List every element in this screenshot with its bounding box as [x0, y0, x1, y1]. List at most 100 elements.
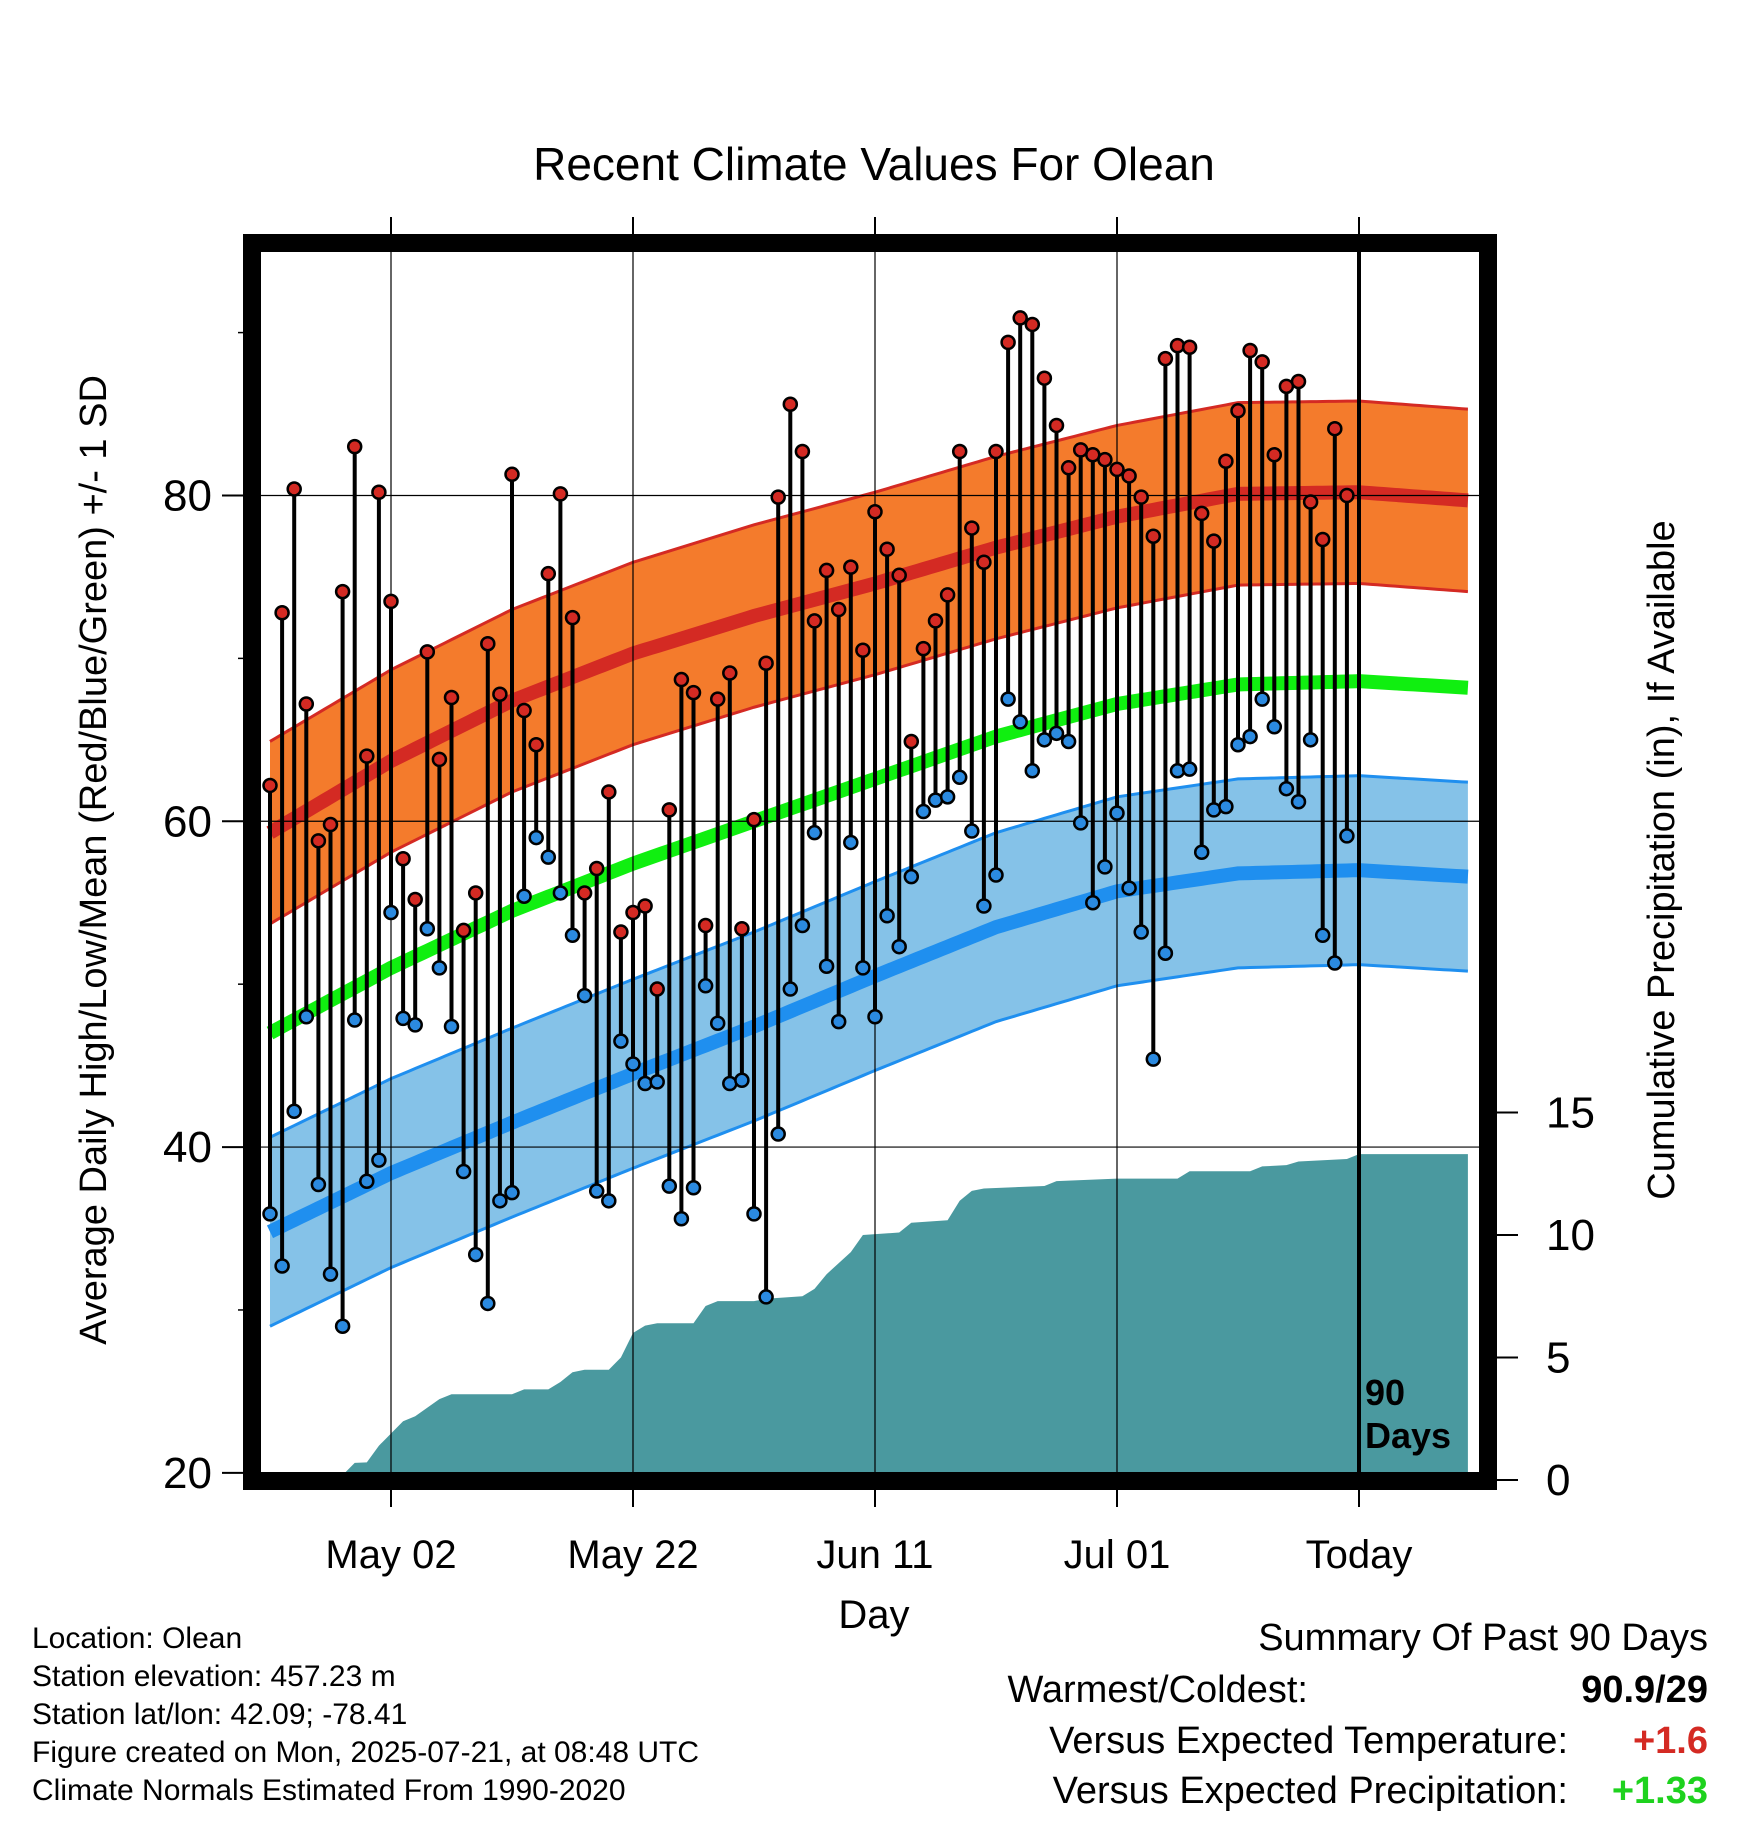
- precipitation-area: [270, 1154, 1468, 1480]
- normal-high-band-upper-edge: [269, 399, 1469, 743]
- daily-high-point: [770, 489, 786, 505]
- daily-high-point: [697, 917, 714, 934]
- daily-low-point: [758, 1289, 774, 1305]
- daily-low-point: [879, 908, 895, 924]
- daily-high-point: [1218, 453, 1234, 470]
- daily-low-point: [855, 960, 871, 976]
- daily-low-point: [867, 1009, 883, 1025]
- daily-high-point: [601, 784, 617, 800]
- daily-low-point: [1218, 798, 1234, 815]
- daily-low-point: [1242, 728, 1258, 745]
- daily-high-point: [1036, 370, 1053, 386]
- daily-high-point: [371, 484, 387, 500]
- daily-low-point: [431, 960, 448, 976]
- daily-high-point: [746, 811, 762, 828]
- daily-high-point: [480, 635, 496, 652]
- daily-low-point: [1157, 945, 1174, 961]
- info-normals: Climate Normals Estimated From 1990-2020: [32, 1774, 626, 1807]
- warmest-coldest-label: Warmest/Coldest:: [1007, 1669, 1308, 1711]
- daily-high-point: [1133, 489, 1149, 505]
- daily-low-point: [1121, 880, 1137, 896]
- daily-low-point: [467, 1246, 484, 1263]
- daily-low-point: [1339, 828, 1355, 844]
- daily-high-point: [298, 696, 315, 712]
- daily-high-point: [734, 921, 750, 937]
- daily-low-point: [286, 1103, 302, 1119]
- daily-low-point: [419, 921, 436, 937]
- daily-high-point: [1242, 342, 1258, 359]
- daily-low-point: [1314, 927, 1331, 944]
- daily-high-point: [346, 438, 363, 455]
- daily-low-point: [770, 1126, 786, 1142]
- daily-high-point: [419, 644, 436, 660]
- daily-high-point: [1302, 494, 1319, 510]
- normal-high-band: [270, 401, 1468, 924]
- daily-low-point: [1230, 736, 1246, 753]
- daily-high-point: [1060, 460, 1077, 476]
- daily-high-point: [504, 466, 520, 483]
- daily-high-point: [322, 816, 339, 833]
- daily-low-point: [383, 904, 399, 921]
- daily-high-point: [1012, 310, 1028, 326]
- daily-low-point: [697, 978, 714, 994]
- daily-high-point: [976, 554, 992, 571]
- daily-low-point: [818, 958, 835, 975]
- daily-high-point: [794, 443, 811, 460]
- daily-high-point: [407, 891, 423, 908]
- daily-low-point: [1278, 780, 1295, 797]
- daily-low-point: [274, 1258, 290, 1274]
- daily-high-point: [939, 587, 956, 603]
- daily-high-point: [576, 885, 593, 901]
- daily-high-point: [516, 702, 532, 719]
- daily-high-point: [661, 802, 678, 818]
- daily-high-point: [552, 486, 569, 502]
- y2-tick-label-5: 5: [1546, 1334, 1570, 1383]
- daily-low-point: [492, 1193, 508, 1209]
- daily-low-point: [1290, 793, 1307, 810]
- daily-high-point: [274, 605, 290, 621]
- daily-low-point: [709, 1015, 726, 1032]
- daily-high-point: [722, 665, 738, 681]
- daily-high-point: [964, 520, 980, 536]
- daily-high-point: [903, 733, 920, 750]
- daily-high-point: [359, 748, 375, 764]
- daily-high-point: [492, 686, 508, 702]
- daily-low-point: [322, 1266, 339, 1282]
- daily-high-point: [1109, 461, 1125, 478]
- daily-low-point: [407, 1017, 423, 1033]
- daily-low-point: [794, 917, 811, 934]
- daily-low-point: [988, 867, 1004, 883]
- info-created: Figure created on Mon, 2025-07-21, at 08…: [32, 1736, 700, 1769]
- daily-low-point: [939, 789, 956, 805]
- x-tick-label-0: May 02: [325, 1533, 456, 1577]
- daily-high-point: [709, 691, 726, 707]
- normal-low-band-upper-edge: [269, 774, 1468, 1139]
- daily-high-point: [637, 898, 653, 914]
- daily-low-point: [516, 888, 532, 904]
- y2-tick-label-15: 15: [1546, 1089, 1595, 1138]
- daily-high-point: [262, 777, 278, 794]
- daily-low-point: [443, 1018, 460, 1035]
- daily-low-point: [310, 1176, 327, 1193]
- daily-high-point: [818, 562, 835, 579]
- daily-high-point: [1314, 531, 1331, 548]
- today-marker-label-line1: 90: [1365, 1372, 1405, 1413]
- temp-vs-expected-label: Versus Expected Temperature:: [1049, 1720, 1568, 1762]
- daily-high-point: [1254, 354, 1270, 370]
- daily-high-point: [467, 885, 484, 901]
- daily-high-point: [455, 922, 472, 939]
- daily-low-point: [915, 803, 932, 820]
- daily-high-point: [1181, 339, 1198, 356]
- precip-vs-expected-label: Versus Expected Precipitation:: [1052, 1770, 1568, 1812]
- daily-low-point: [1048, 725, 1065, 742]
- daily-high-point: [915, 640, 932, 657]
- temp-vs-expected-value: +1.6: [1632, 1720, 1708, 1762]
- daily-low-point: [552, 885, 569, 901]
- daily-low-point: [782, 981, 799, 997]
- daily-high-point: [843, 559, 859, 575]
- daily-low-point: [1012, 714, 1028, 730]
- chart-title: Recent Climate Values For Olean: [533, 138, 1215, 190]
- y-tick-label-20: 20: [163, 1449, 212, 1498]
- daily-high-point: [1048, 417, 1065, 434]
